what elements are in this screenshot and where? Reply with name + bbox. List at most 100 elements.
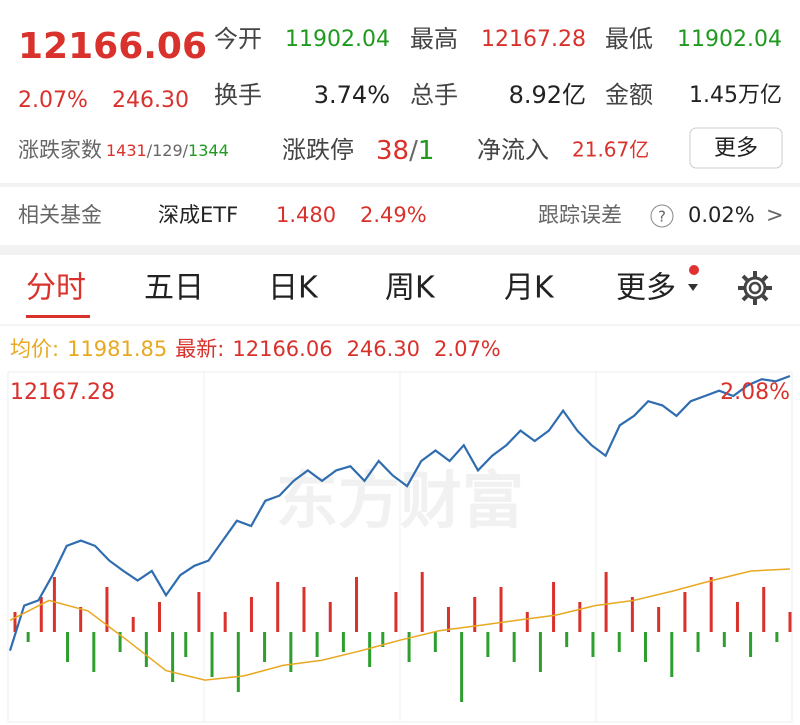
price-line bbox=[9, 568, 791, 681]
breadth: 涨跌家数 1431/129/1344 bbox=[18, 138, 229, 162]
top-label: 12167.28 bbox=[10, 380, 115, 405]
help-icon[interactable] bbox=[650, 204, 674, 228]
volume-bar bbox=[578, 602, 582, 632]
volume-bar bbox=[407, 632, 411, 662]
fund-name[interactable]: 深成ETF bbox=[158, 203, 238, 227]
volume-bar bbox=[591, 632, 595, 657]
price: 12166.06 bbox=[18, 26, 207, 67]
volume-bar bbox=[92, 632, 96, 672]
tab[interactable]: 更多 bbox=[616, 271, 676, 306]
gear-hub[interactable] bbox=[748, 281, 762, 295]
help-mark[interactable]: ? bbox=[658, 208, 666, 226]
separator: / bbox=[409, 136, 418, 166]
volume-bar bbox=[249, 597, 253, 632]
volume-bar bbox=[210, 632, 214, 677]
stat-label: 金额 bbox=[605, 81, 653, 109]
volume-bar bbox=[473, 597, 477, 632]
limit-up: 38 bbox=[376, 136, 409, 166]
divider bbox=[0, 183, 800, 187]
plot bbox=[8, 374, 792, 702]
volume-bar bbox=[223, 612, 227, 632]
volume-bar bbox=[565, 632, 569, 647]
separator: / bbox=[183, 141, 189, 160]
volume-bar bbox=[105, 587, 109, 632]
change: 246.30 bbox=[112, 88, 189, 113]
volume-bar bbox=[39, 597, 43, 632]
stat-label: 换手 bbox=[214, 81, 262, 109]
volume-bar bbox=[696, 632, 700, 652]
stat-label: 最低 bbox=[605, 25, 653, 53]
volume-bar bbox=[420, 572, 424, 632]
volume-bar bbox=[709, 577, 713, 632]
fund-label: 相关基金 bbox=[18, 203, 102, 227]
volume-bar bbox=[486, 632, 490, 657]
volume-bar bbox=[236, 632, 240, 692]
volume-bar bbox=[604, 572, 608, 632]
volume-bar bbox=[171, 632, 175, 682]
volume-bar bbox=[315, 632, 319, 657]
stat-value: 11902.04 bbox=[285, 27, 390, 52]
volume-bar bbox=[775, 632, 779, 642]
latest: 12166.06 bbox=[232, 337, 332, 361]
avg: 11981.85 bbox=[67, 337, 167, 361]
volume-bar bbox=[617, 632, 621, 652]
volume-bar bbox=[184, 632, 188, 657]
divider bbox=[0, 245, 800, 255]
volume-bar bbox=[749, 632, 753, 657]
fund-price: 1.480 bbox=[276, 203, 336, 227]
limit-down: 1 bbox=[418, 136, 435, 166]
volume-bar bbox=[525, 612, 529, 632]
change-pct: 2.07% bbox=[18, 88, 88, 113]
tab[interactable]: 周K bbox=[385, 271, 436, 306]
netflow-label: 净流入 bbox=[477, 136, 549, 164]
volume-bar bbox=[144, 632, 148, 667]
fund-change: 2.49% bbox=[360, 203, 427, 227]
stat-label: 最高 bbox=[410, 25, 458, 53]
volume-bar bbox=[197, 592, 201, 632]
notice-dot bbox=[689, 265, 699, 275]
latest-label: 最新: bbox=[175, 337, 224, 361]
arrow[interactable]: > bbox=[766, 203, 784, 227]
breadth-label: 涨跌家数 bbox=[18, 138, 102, 162]
gear[interactable] bbox=[743, 276, 767, 300]
volume-bar bbox=[446, 607, 450, 632]
settings-icon[interactable] bbox=[738, 271, 772, 305]
quote-line: 均价: 11981.85 最新: 12166.06 246.30 2.07% bbox=[10, 337, 501, 361]
separator: / bbox=[147, 141, 153, 160]
stat-value: 3.74% bbox=[314, 81, 390, 109]
more-button-label[interactable]: 更多 bbox=[714, 136, 758, 161]
tab[interactable]: 五日 bbox=[144, 271, 204, 306]
volume-bar bbox=[644, 632, 648, 662]
volume-bar bbox=[52, 577, 56, 632]
tab[interactable]: 月K bbox=[504, 271, 555, 306]
change: 246.30 bbox=[347, 337, 420, 361]
volume-bar bbox=[683, 592, 687, 632]
volume-bar bbox=[512, 632, 516, 662]
price-line bbox=[8, 374, 791, 652]
volume-bar bbox=[368, 632, 372, 667]
stat-value: 1.45万亿 bbox=[689, 83, 782, 108]
stat-value: 11902.04 bbox=[677, 27, 782, 52]
gear-teeth[interactable] bbox=[738, 271, 772, 305]
change-pct: 2.07% bbox=[434, 337, 501, 361]
volume-bar bbox=[670, 632, 674, 677]
volume-bar bbox=[276, 582, 280, 632]
tab[interactable]: 日K bbox=[268, 271, 319, 306]
tracking-label: 跟踪误差 bbox=[538, 203, 622, 227]
stat-label: 今开 bbox=[214, 25, 262, 53]
volume-bar bbox=[66, 632, 70, 662]
stat-value: 8.92亿 bbox=[509, 81, 586, 109]
volume-bar bbox=[289, 632, 293, 672]
stat-value: 12167.28 bbox=[481, 27, 586, 52]
more-button[interactable] bbox=[689, 127, 783, 169]
tracking-value: 0.02% bbox=[688, 203, 755, 227]
tab[interactable]: 分时 bbox=[26, 271, 86, 306]
volume-bar bbox=[722, 632, 726, 647]
breadth-flat: 129 bbox=[152, 141, 183, 160]
volume-bar bbox=[131, 617, 135, 632]
breadth-up: 1431 bbox=[106, 141, 147, 160]
volume-bar bbox=[381, 632, 385, 647]
volume-bar bbox=[552, 582, 556, 632]
volume-bar bbox=[118, 632, 122, 652]
